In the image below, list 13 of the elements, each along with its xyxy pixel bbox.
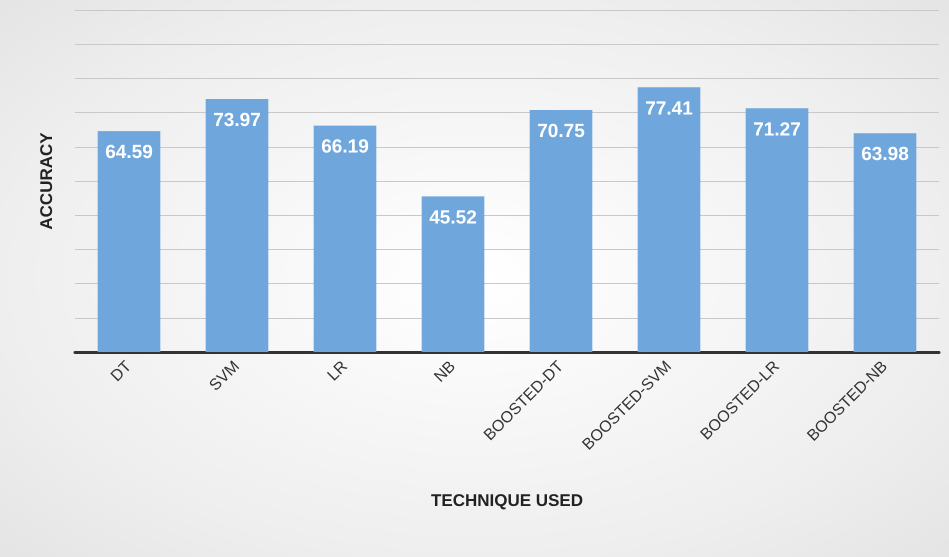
data-label: 45.52	[429, 207, 477, 228]
data-label: 66.19	[321, 136, 369, 158]
x-tick-label: NB	[431, 358, 460, 386]
data-label: 64.59	[105, 142, 153, 164]
x-axis-title: TECHNIQUE USED	[430, 491, 584, 510]
x-tick-label: DT	[108, 358, 136, 386]
data-label: 77.41	[645, 98, 694, 120]
data-label: 73.97	[213, 110, 261, 132]
data-label: 71.27	[753, 119, 801, 140]
x-tick-label: LR	[324, 358, 352, 384]
data-label: 70.75	[537, 121, 586, 142]
data-label: 63.98	[861, 144, 909, 166]
y-axis-title: ACCURACY	[37, 132, 56, 230]
